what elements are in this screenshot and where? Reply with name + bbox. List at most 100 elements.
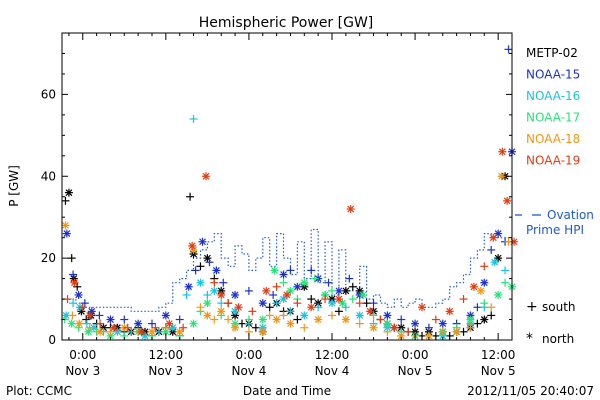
point-stroke-d2	[259, 299, 267, 307]
point-noaa-19-31	[418, 303, 426, 312]
point-stroke-d2	[231, 324, 239, 332]
point-stroke-d2	[212, 266, 220, 274]
y-axis-label: P [GW]	[7, 165, 21, 207]
point-stroke-d2	[210, 287, 218, 295]
point-noaa-18-2	[75, 319, 84, 328]
point-noaa-15-16	[212, 266, 221, 275]
point-noaa-19-19	[272, 282, 281, 291]
point-noaa-18-35	[452, 327, 461, 336]
point-noaa-16-7	[127, 327, 136, 336]
marker-legend-label-south: south	[542, 300, 576, 314]
point-stroke-d2	[148, 328, 156, 336]
point-noaa-17-11	[189, 319, 198, 328]
point-metp-02-57	[431, 331, 440, 340]
point-stroke-d2	[84, 328, 92, 336]
legend-item-noaa-16: NOAA-16	[526, 89, 580, 103]
point-noaa-19-30	[404, 327, 413, 336]
point-metp-02-44	[341, 286, 350, 295]
marker-legend-symbol-north: *	[526, 331, 533, 347]
y-tick-label-0: 0	[48, 333, 56, 347]
point-stroke-d2	[439, 320, 447, 328]
point-noaa-16-37	[490, 258, 499, 267]
point-noaa-18-38	[487, 303, 496, 312]
point-noaa-15-5	[95, 311, 104, 320]
point-noaa-16-13	[196, 278, 205, 287]
point-stroke-d2	[314, 299, 322, 307]
point-stroke-d2	[347, 205, 355, 213]
point-noaa-19-34	[459, 295, 468, 304]
x-tick-label-date-3: Nov 4	[315, 364, 350, 378]
point-noaa-19-16	[234, 303, 243, 312]
point-noaa-15-34	[411, 319, 420, 328]
x-tick-label-time-4: 0:00	[402, 348, 429, 362]
point-noaa-18-3	[85, 323, 94, 332]
point-noaa-15-15	[205, 258, 214, 267]
point-noaa-15-3	[80, 299, 89, 308]
point-stroke-d2	[453, 328, 461, 336]
point-noaa-18-12	[196, 303, 205, 312]
point-stroke-d2	[188, 242, 196, 250]
point-stroke-d2	[359, 291, 367, 299]
point-noaa-18-10	[175, 327, 184, 336]
point-noaa-19-25	[346, 205, 355, 214]
point-stroke-d2	[235, 303, 242, 311]
point-noaa-16-4	[89, 323, 98, 332]
point-stroke-d2	[190, 246, 197, 254]
point-metp-02-64	[480, 315, 489, 324]
point-metp-02-45	[348, 282, 357, 291]
point-stroke-d2	[262, 287, 270, 295]
point-stroke-d2	[113, 328, 121, 336]
point-metp-02-24	[203, 254, 212, 263]
point-noaa-17-28	[359, 290, 368, 299]
point-noaa-15-19	[244, 286, 253, 295]
point-stroke-d2	[141, 332, 149, 340]
point-noaa-18-20	[265, 311, 274, 320]
point-stroke-d2	[446, 307, 454, 315]
point-stroke-d2	[231, 291, 239, 299]
point-noaa-15-39	[473, 303, 482, 312]
legend-item-noaa-15: NOAA-15	[526, 68, 580, 82]
point-noaa-16-1	[69, 299, 78, 308]
point-metp-02-23	[196, 262, 205, 271]
chart-title: Hemispheric Power [GW]	[199, 15, 374, 31]
x-tick-label-time-2: 0:00	[235, 348, 262, 362]
point-noaa-15-29	[345, 274, 354, 283]
point-stroke-d2	[107, 316, 114, 323]
point-noaa-19-32	[431, 315, 440, 324]
point-stroke-d2	[273, 316, 281, 323]
ovation-legend: Ovation Prime HPI	[515, 208, 594, 237]
point-stroke-d2	[75, 291, 83, 299]
point-noaa-19-29	[390, 323, 399, 332]
point-noaa-19-2	[78, 303, 87, 312]
point-noaa-19-38	[498, 147, 507, 156]
x-axis: 0:00 Nov 3 12:00 Nov 3 0:00 Nov 4 12:00 Nov 4 0:…	[65, 33, 516, 378]
point-stroke-d2	[271, 266, 278, 274]
point-stroke-d2	[366, 307, 374, 315]
ovation-step-line	[62, 228, 512, 312]
point-noaa-18-14	[210, 315, 219, 324]
y-tick-label-3: 60	[41, 87, 56, 101]
point-stroke-d2	[190, 320, 197, 328]
point-noaa-18-37	[476, 286, 485, 295]
plot-frame	[61, 32, 513, 341]
point-stroke-d2	[425, 332, 433, 340]
point-metp-02-43	[334, 307, 343, 316]
point-noaa-16-27	[355, 311, 364, 320]
point-noaa-16-26	[341, 303, 350, 312]
point-noaa-19-20	[283, 290, 291, 299]
point-noaa-16-23	[300, 311, 309, 320]
point-metp-02-6	[82, 315, 91, 324]
point-noaa-16-9	[154, 327, 163, 336]
y-axis: 0 20 40 60	[41, 52, 512, 347]
point-noaa-18-15	[217, 307, 226, 316]
point-stroke-d2	[467, 316, 474, 323]
point-noaa-15-6	[106, 315, 115, 324]
ovation-series	[62, 228, 512, 312]
point-noaa-17-36	[466, 315, 475, 324]
point-stroke-d2	[321, 291, 329, 299]
point-stroke-d2	[283, 291, 291, 299]
point-stroke-d2	[397, 324, 405, 332]
point-noaa-18-5	[106, 327, 115, 336]
point-metp-02-37	[293, 315, 302, 324]
point-noaa-18-13	[203, 311, 212, 320]
